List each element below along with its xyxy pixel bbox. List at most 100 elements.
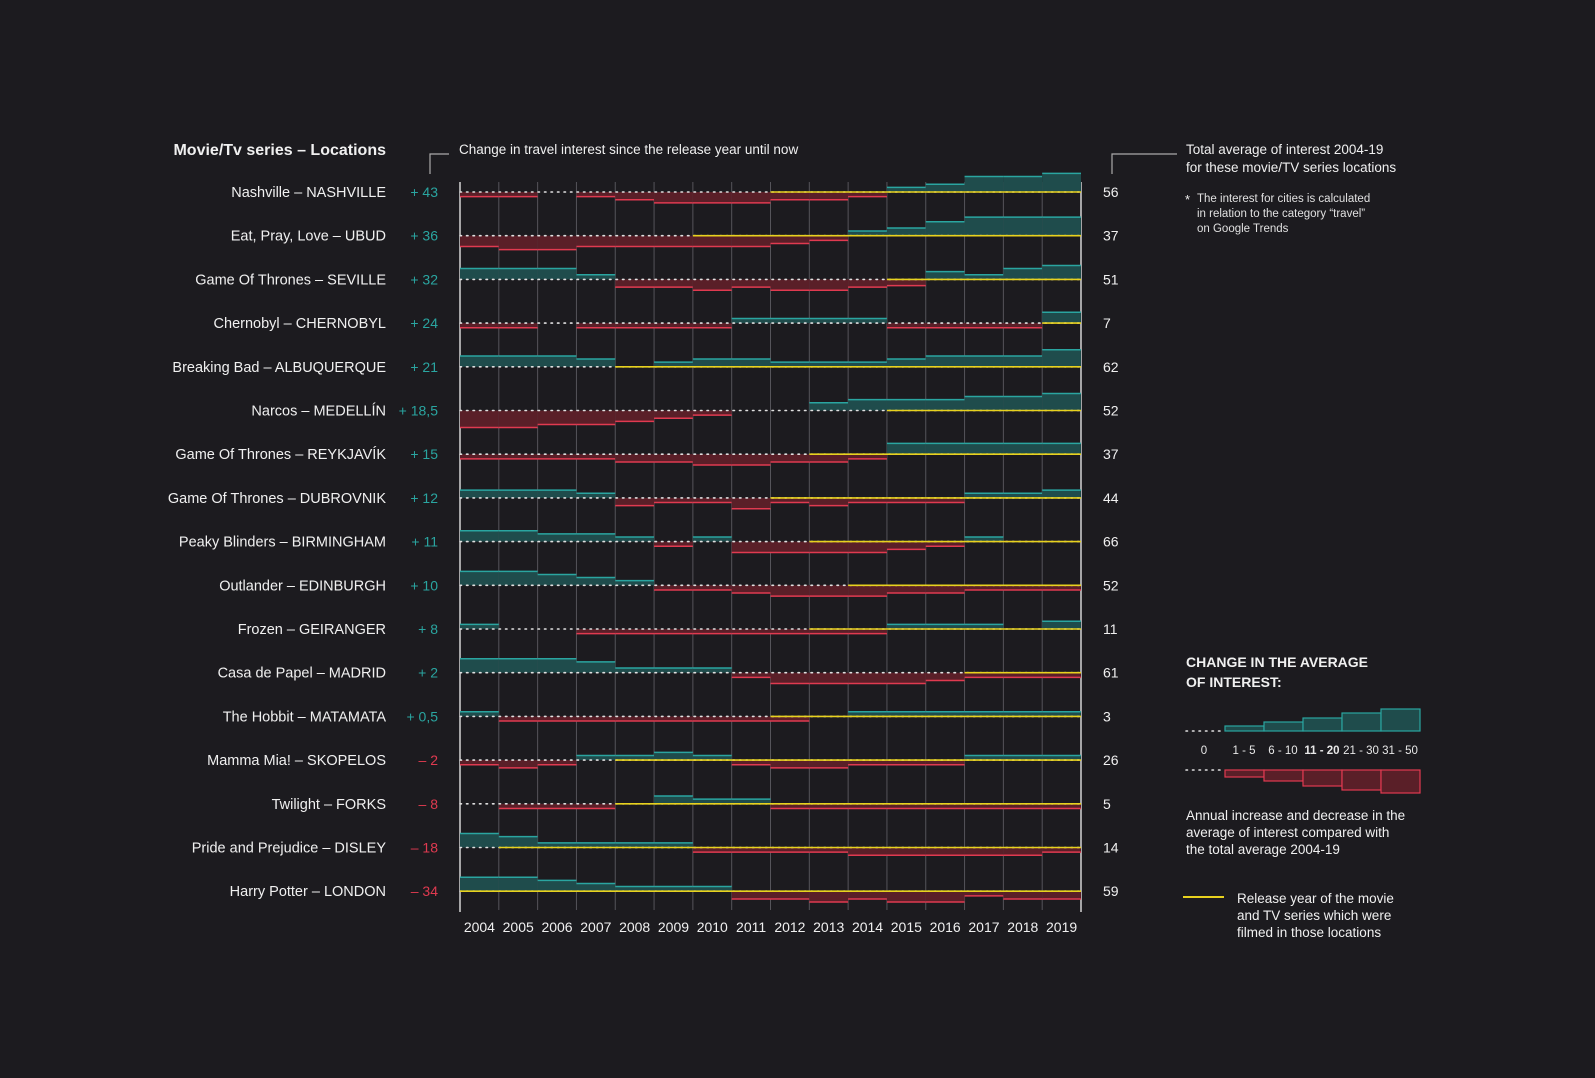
value-bar xyxy=(848,803,887,809)
value-bar xyxy=(925,443,965,455)
value-bar xyxy=(809,235,849,241)
value-bar xyxy=(964,355,1004,367)
value-bar xyxy=(692,497,732,503)
year-label: 2012 xyxy=(774,919,805,935)
chart-row xyxy=(459,216,1082,251)
change-value: + 10 xyxy=(410,577,438,593)
value-bar xyxy=(498,877,538,892)
value-bar xyxy=(809,541,849,553)
legend-title-line2: OF INTEREST: xyxy=(1186,674,1282,690)
value-bar xyxy=(731,585,771,594)
value-bar xyxy=(848,541,887,553)
value-bar xyxy=(537,760,577,765)
value-bar xyxy=(886,323,926,328)
value-bar xyxy=(654,796,693,804)
chart-row xyxy=(459,349,1082,368)
total-bracket xyxy=(1111,153,1177,174)
total-value: 62 xyxy=(1103,359,1119,375)
row-label: Game Of Thrones – REYKJAVÍK xyxy=(175,446,386,463)
chart-marks xyxy=(459,172,1082,903)
value-bar xyxy=(654,279,693,288)
value-bar xyxy=(886,399,926,411)
value-bar xyxy=(460,323,499,328)
change-value: + 36 xyxy=(410,228,438,244)
legend-release-line2: and TV series which were xyxy=(1237,908,1391,923)
year-label: 2007 xyxy=(580,919,611,935)
change-value: + 11 xyxy=(411,534,438,550)
change-value: – 8 xyxy=(419,796,439,812)
row-label: Chernobyl – CHERNOBYL xyxy=(214,316,386,332)
value-bar xyxy=(770,235,810,244)
value-bar xyxy=(770,672,810,684)
chart-row xyxy=(459,570,1082,597)
value-bar xyxy=(809,362,849,367)
note-line1: The interest for cities is calculated xyxy=(1197,193,1370,205)
value-bar xyxy=(654,235,693,247)
value-bar xyxy=(886,711,926,717)
legend-decrease-bar xyxy=(1380,769,1421,794)
change-value: + 2 xyxy=(418,665,438,681)
value-bar xyxy=(1003,672,1043,678)
legend-title-line1: CHANGE IN THE AVERAGE xyxy=(1186,654,1368,670)
value-bar xyxy=(692,668,732,673)
legend-decrease-bar xyxy=(1224,769,1265,778)
year-label: 2017 xyxy=(968,919,999,935)
value-bar xyxy=(731,497,771,509)
value-bar xyxy=(925,271,965,280)
total-value: 51 xyxy=(1103,271,1119,287)
change-value: + 0,5 xyxy=(406,708,438,724)
value-bar xyxy=(654,410,693,419)
value-bar xyxy=(692,536,732,542)
total-value: 61 xyxy=(1103,665,1119,681)
value-bar xyxy=(1042,173,1081,192)
value-bar xyxy=(615,886,655,892)
value-bar xyxy=(537,490,577,498)
chart-row xyxy=(459,489,1082,510)
legend-increase-bar xyxy=(1224,725,1265,732)
total-value: 14 xyxy=(1103,840,1119,856)
value-bar xyxy=(731,760,771,765)
value-bar xyxy=(1003,396,1043,411)
value-bar xyxy=(848,318,887,324)
row-label: Game Of Thrones – DUBROVNIK xyxy=(168,491,386,507)
chart-row xyxy=(459,876,1082,903)
value-bar xyxy=(809,891,849,903)
left-title: Movie/Tv series – Locations xyxy=(173,142,386,159)
value-bar xyxy=(654,454,693,462)
legend-decrease-bar xyxy=(1263,769,1304,782)
value-bar xyxy=(1042,393,1081,411)
change-value: – 2 xyxy=(419,752,439,768)
value-bar xyxy=(498,268,538,280)
value-bar xyxy=(615,497,655,506)
total-value: 7 xyxy=(1103,315,1111,331)
value-bar xyxy=(615,629,655,634)
value-bar xyxy=(731,847,771,853)
value-bar xyxy=(848,454,887,459)
value-bar xyxy=(576,274,616,280)
value-bar xyxy=(576,755,616,761)
value-bar xyxy=(886,672,926,684)
value-bar xyxy=(809,318,849,324)
value-bar xyxy=(809,497,849,506)
value-bar xyxy=(1003,323,1043,328)
value-bar xyxy=(964,891,1004,896)
year-label: 2009 xyxy=(658,919,689,935)
year-label: 2006 xyxy=(541,919,572,935)
value-bar xyxy=(498,454,538,459)
legend-increase-bar xyxy=(1380,708,1421,732)
value-bar xyxy=(576,192,616,197)
value-bar xyxy=(1003,711,1043,717)
value-bar xyxy=(692,192,732,203)
value-bar xyxy=(537,410,577,425)
value-bar xyxy=(886,443,926,455)
value-bar xyxy=(848,891,887,899)
value-bar xyxy=(576,803,616,809)
row-label: Breaking Bad – ALBUQUERQUE xyxy=(172,360,386,376)
value-bar xyxy=(886,279,926,286)
value-bar xyxy=(654,752,693,761)
value-bar xyxy=(576,629,616,634)
value-bar xyxy=(1042,490,1081,498)
value-bar xyxy=(1042,312,1081,324)
row-label: Casa de Papel – MADRID xyxy=(218,666,386,682)
value-bar xyxy=(460,490,499,498)
